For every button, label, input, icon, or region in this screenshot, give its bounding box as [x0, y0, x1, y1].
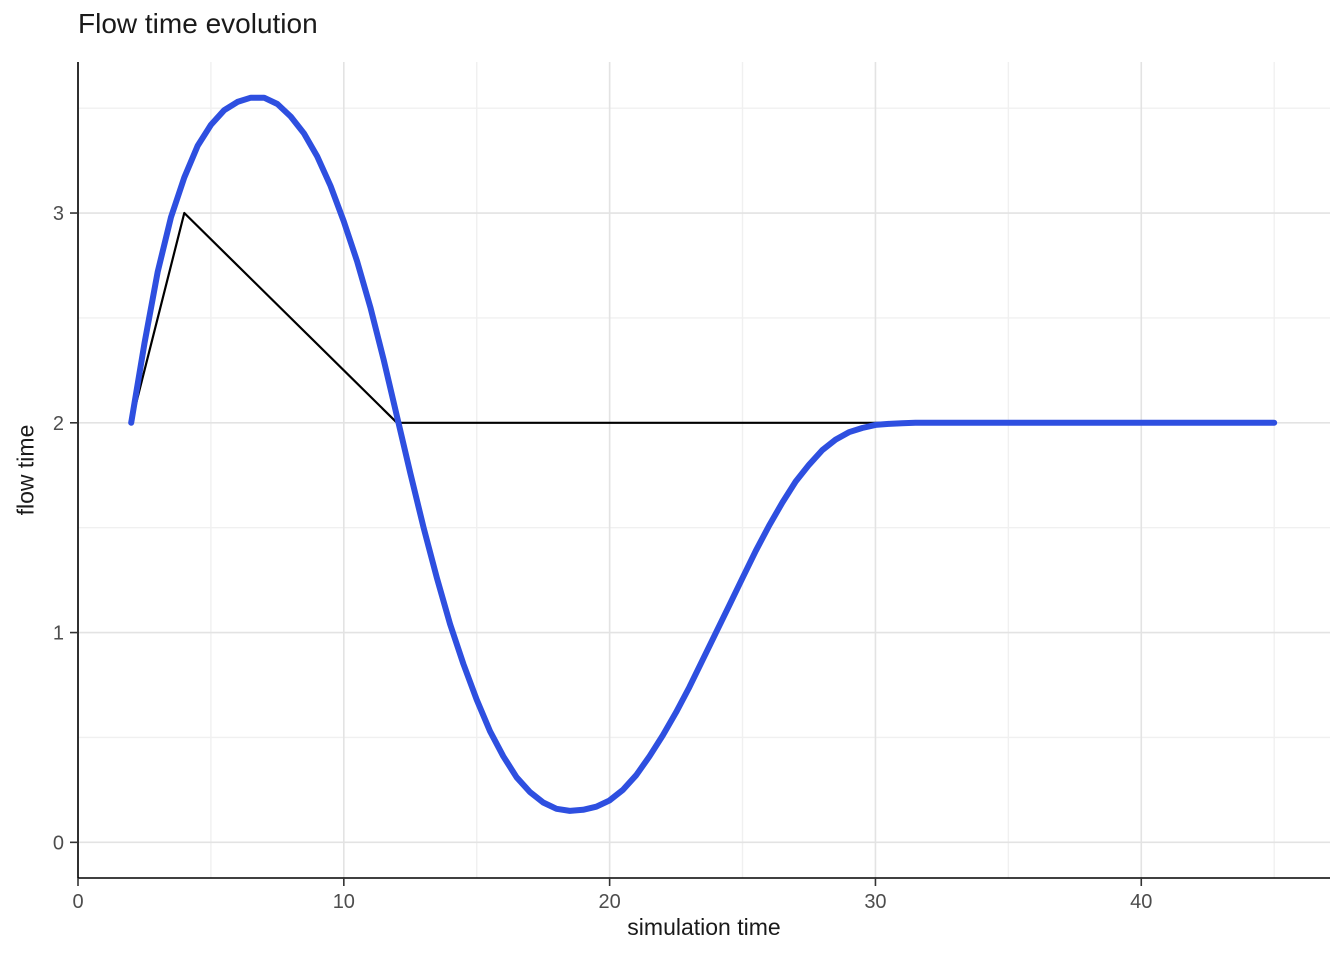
y-tick-label: 3 [53, 203, 64, 225]
y-tick-label: 1 [53, 623, 64, 645]
x-tick-label: 30 [864, 891, 886, 913]
series-flow-time-raw [130, 211, 1276, 424]
x-tick-label: 40 [1130, 891, 1152, 913]
x-axis-title: simulation time [627, 914, 781, 940]
x-tick-label: 20 [599, 891, 621, 913]
y-axis-title: flow time [12, 424, 39, 516]
series-flow-time-smoothed [128, 94, 1278, 814]
x-tick-label: 10 [333, 891, 355, 913]
y-tick-label: 0 [53, 832, 64, 854]
y-tick-label: 2 [53, 413, 64, 435]
chart-title: Flow time evolution [78, 8, 318, 39]
panel-background [78, 62, 1330, 878]
x-tick-label: 0 [72, 891, 83, 913]
